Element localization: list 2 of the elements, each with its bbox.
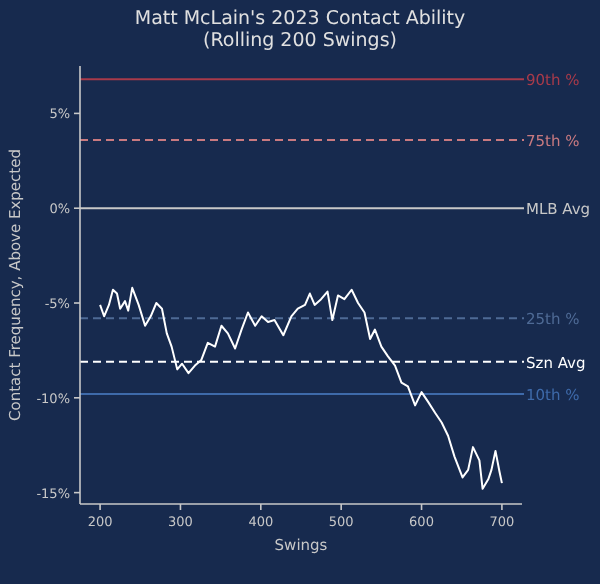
chart-title: Matt McLain's 2023 Contact Ability (134, 8, 466, 30)
chart-subtitle: (Rolling 200 Swings) (203, 30, 397, 52)
